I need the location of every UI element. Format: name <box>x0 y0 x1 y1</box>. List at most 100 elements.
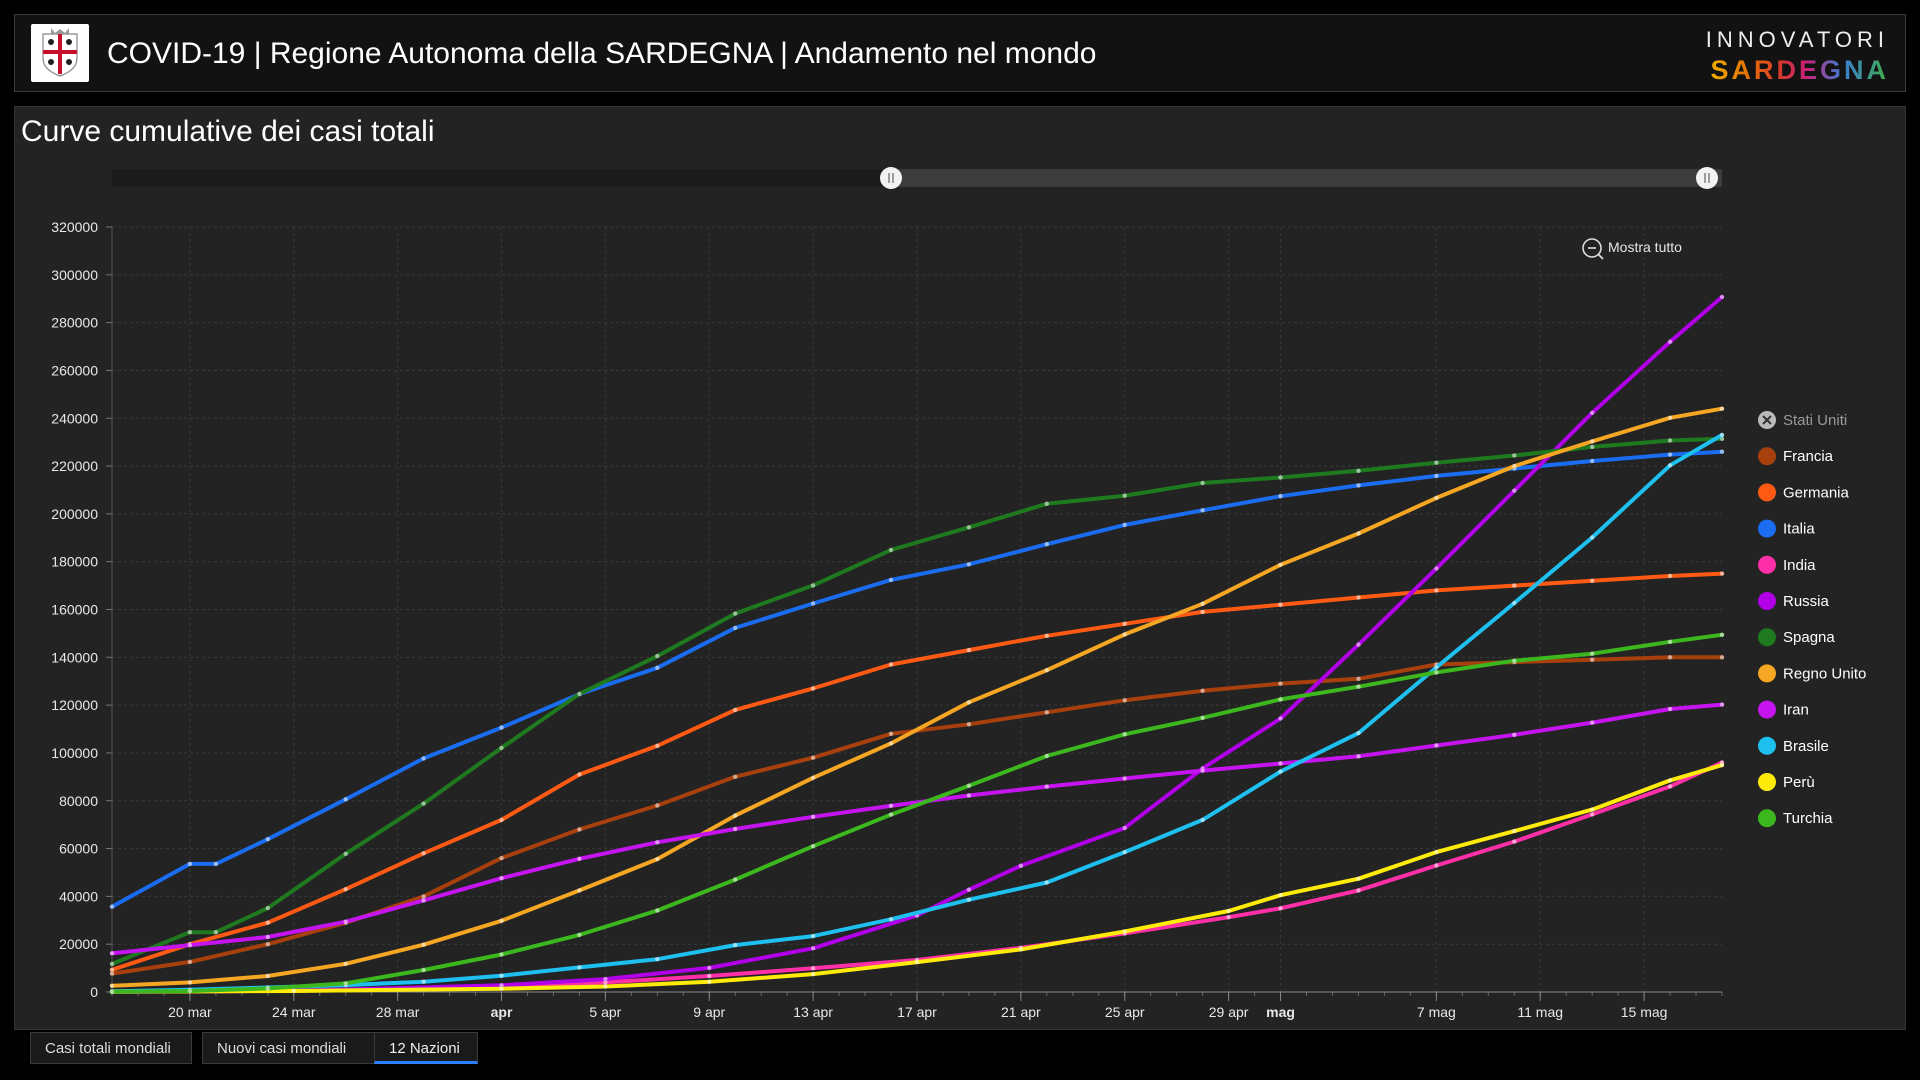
legend-item-germania[interactable]: Germania <box>1758 483 1850 502</box>
legend-item-per-[interactable]: Perù <box>1758 773 1815 791</box>
data-point-italia <box>421 756 426 761</box>
data-point-germania <box>1356 595 1361 600</box>
data-point-brasile <box>1512 600 1517 606</box>
data-point-brasile <box>1122 849 1127 855</box>
data-point-spagna <box>1044 501 1050 506</box>
data-point-russia <box>1667 339 1673 344</box>
chart-panel: Curve cumulative dei casi totali M <box>14 106 1906 1030</box>
data-point-india <box>1434 863 1439 868</box>
series-italia <box>109 449 1725 909</box>
data-point-turchia <box>1719 632 1725 637</box>
data-point-spagna <box>1590 444 1595 450</box>
data-point-italia <box>1590 458 1595 464</box>
data-point-italia <box>187 861 193 867</box>
close-icon <box>1762 415 1772 425</box>
data-point-iran <box>1512 732 1517 737</box>
series-lines <box>109 294 1725 994</box>
data-point-russia <box>499 983 504 988</box>
app-header: COVID-19 | Regione Autonoma della SARDEG… <box>14 14 1906 92</box>
data-point-india <box>810 966 816 971</box>
data-point-regno-unito <box>966 700 972 705</box>
brand-logo-top: INNOVATORI <box>1705 27 1889 52</box>
data-point-russia <box>1512 488 1517 493</box>
series-brasile <box>109 432 1725 994</box>
data-point-francia <box>1278 681 1283 686</box>
legend-item-italia[interactable]: Italia <box>1758 519 1815 538</box>
legend-swatch <box>1758 483 1776 502</box>
data-point-india <box>1226 915 1231 920</box>
data-point-per- <box>810 971 816 977</box>
data-point-italia <box>343 797 348 802</box>
series-per- <box>109 762 1725 994</box>
legend-swatch <box>1758 592 1776 610</box>
grid <box>112 226 1722 993</box>
data-point-regno-unito <box>1122 632 1127 637</box>
data-point-per- <box>914 959 920 965</box>
tab-casi-totali-mondiali[interactable]: Casi totali mondiali <box>30 1032 192 1064</box>
legend-swatch <box>1758 664 1776 683</box>
tab-12-nazioni[interactable]: 12 Nazioni <box>374 1032 478 1064</box>
data-point-regno-unito <box>109 983 115 988</box>
data-point-iran <box>1356 754 1361 759</box>
date-range-scrollbar[interactable] <box>112 167 1722 189</box>
legend-item-russia[interactable]: Russia <box>1758 592 1830 610</box>
legend-label: Regno Unito <box>1783 665 1866 682</box>
data-point-iran <box>421 898 426 903</box>
legend-item-turchia[interactable]: Turchia <box>1758 809 1833 828</box>
data-point-italia <box>655 665 660 670</box>
data-point-italia <box>1122 522 1127 528</box>
zoom-reset-button[interactable]: Mostra tutto <box>1582 238 1682 260</box>
legend-label: Iran <box>1783 702 1809 719</box>
x-tick-label: 25 apr <box>1105 1004 1145 1020</box>
data-point-spagna <box>109 961 115 967</box>
brand-logo: INNOVATORI SARDEGNA <box>1706 27 1889 86</box>
y-tick-label: 220000 <box>51 458 98 474</box>
data-point-francia <box>577 827 582 832</box>
legend-swatch <box>1758 519 1776 538</box>
legend-item-regno-unito[interactable]: Regno Unito <box>1758 664 1866 683</box>
tab-nuovi-casi-mondiali[interactable]: Nuovi casi mondiali <box>202 1032 396 1064</box>
data-point-spagna <box>655 653 660 659</box>
series-spagna <box>109 436 1725 967</box>
data-point-italia <box>499 725 504 730</box>
data-point-italia <box>1667 452 1673 457</box>
data-point-brasile <box>1590 535 1595 540</box>
scrollbar-thumb[interactable] <box>891 169 1722 187</box>
data-point-russia <box>810 946 816 951</box>
data-point-per- <box>707 979 712 984</box>
data-point-per- <box>1226 908 1231 914</box>
legend-item-iran[interactable]: Iran <box>1758 700 1809 719</box>
data-point-spagna <box>1200 480 1205 486</box>
data-point-iran <box>1434 743 1439 748</box>
scrollbar-right-handle[interactable] <box>1696 167 1718 189</box>
legend-item-francia[interactable]: Francia <box>1758 447 1834 466</box>
y-tick-label: 140000 <box>51 649 98 665</box>
legend-item-india[interactable]: India <box>1758 555 1816 574</box>
data-point-russia <box>966 887 972 892</box>
data-point-turchia <box>733 877 738 882</box>
legend-swatch <box>1758 736 1776 755</box>
data-point-turchia <box>109 989 115 994</box>
x-tick-label: apr <box>491 1004 513 1020</box>
data-point-brasile <box>810 933 816 939</box>
data-point-spagna <box>499 745 504 751</box>
y-tick-label: 320000 <box>51 219 98 235</box>
data-point-russia <box>1018 863 1024 868</box>
data-point-germania <box>499 817 504 823</box>
legend-item-brasile[interactable]: Brasile <box>1758 736 1829 755</box>
data-point-spagna <box>577 691 582 697</box>
data-point-india <box>1590 812 1595 817</box>
legend-label: Germania <box>1783 484 1850 501</box>
y-tick-label: 0 <box>90 984 98 1000</box>
data-point-regno-unito <box>810 775 816 780</box>
data-point-brasile <box>421 979 426 984</box>
legend-item-spagna[interactable]: Spagna <box>1758 628 1835 647</box>
y-tick-label: 60000 <box>59 841 98 857</box>
data-point-germania <box>1667 573 1673 579</box>
scrollbar-left-handle[interactable] <box>880 167 902 189</box>
data-point-turchia <box>499 952 504 957</box>
data-point-per- <box>1590 807 1595 812</box>
legend-item-stati-uniti[interactable]: Stati Uniti <box>1758 411 1847 429</box>
x-tick-label: 11 mag <box>1517 1004 1563 1020</box>
data-point-spagna <box>1278 475 1283 480</box>
